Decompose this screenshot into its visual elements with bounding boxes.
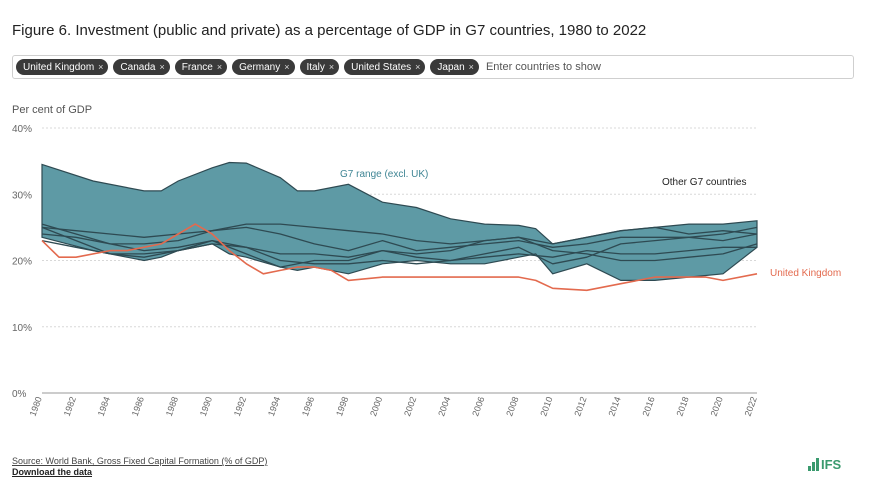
country-chip-label: United Kingdom [23, 61, 95, 73]
y-tick-label: 10% [12, 323, 32, 334]
others-annotation: Other G7 countries [662, 177, 746, 188]
country-chip[interactable]: United States × [344, 59, 426, 75]
country-chip-label: France [181, 61, 213, 73]
source-link[interactable]: Source: World Bank, Gross Fixed Capital … [12, 456, 268, 466]
country-chip[interactable]: Germany × [232, 59, 295, 75]
country-chip-label: United States [351, 61, 412, 73]
x-tick-label: 1986 [130, 395, 146, 417]
uk-series-line [41, 223, 758, 292]
x-tick-label: 1996 [300, 395, 316, 417]
g7-country-line [41, 223, 758, 262]
uk-annotation: United Kingdom [770, 268, 841, 279]
country-chip[interactable]: United Kingdom × [16, 59, 109, 75]
ifs-bars-icon [808, 458, 819, 471]
y-tick-label: 40% [12, 124, 32, 135]
x-tick-label: 1998 [334, 395, 350, 417]
y-axis-label: Per cent of GDP [12, 104, 93, 116]
remove-chip-icon[interactable]: × [98, 62, 104, 72]
x-tick-label: 2004 [436, 395, 452, 417]
x-tick-label: 1994 [266, 395, 282, 417]
ifs-logo-text: IFS [821, 457, 842, 472]
country-chip-label: Germany [239, 61, 281, 73]
country-chip-label: Japan [437, 61, 465, 73]
x-tick-label: 2006 [470, 395, 486, 417]
x-tick-label: 2012 [572, 395, 588, 417]
country-chip[interactable]: Japan × [430, 59, 479, 75]
x-tick-label: 2002 [402, 395, 418, 417]
x-tick-label: 1990 [198, 395, 214, 417]
remove-chip-icon[interactable]: × [159, 62, 165, 72]
x-tick-label: 1988 [164, 395, 180, 417]
x-tick-label: 2018 [675, 395, 691, 417]
x-tick-label: 2010 [538, 395, 554, 417]
country-chip[interactable]: Italy × [299, 59, 340, 75]
remove-chip-icon[interactable]: × [468, 62, 474, 72]
g7-country-line [41, 223, 758, 245]
x-tick-label: 2014 [606, 395, 622, 417]
download-data-link[interactable]: Download the data [12, 467, 93, 477]
x-tick-label: 1980 [28, 395, 44, 417]
x-tick-label: 2008 [504, 395, 520, 417]
country-filter[interactable]: United Kingdom × Canada × France × Germany × Ita… [12, 55, 854, 79]
remove-chip-icon[interactable]: × [328, 62, 335, 72]
country-search-input[interactable]: Enter countries to show [485, 61, 601, 73]
country-chip-label: Canada [120, 61, 156, 73]
x-tick-label: 2022 [743, 395, 759, 417]
x-tick-label: 1992 [232, 395, 248, 417]
y-tick-label: 20% [12, 257, 32, 268]
country-chip[interactable]: France × [174, 59, 228, 75]
remove-chip-icon[interactable]: × [415, 62, 421, 72]
x-tick-label: 2000 [368, 395, 384, 417]
x-tick-label: 2016 [640, 395, 656, 417]
remove-chip-icon[interactable]: × [216, 62, 223, 72]
g7-country-line [41, 226, 758, 265]
y-tick-label: 0% [12, 389, 27, 400]
y-tick-label: 30% [12, 190, 32, 201]
g7-country-line [41, 226, 758, 252]
band-annotation: G7 range (excl. UK) [340, 169, 428, 180]
country-chip-label: Italy [306, 61, 325, 73]
remove-chip-icon[interactable]: × [284, 62, 290, 72]
g7-country-line [41, 239, 757, 268]
x-tick-label: 1984 [96, 395, 112, 417]
ifs-logo: IFS [808, 458, 841, 471]
x-tick-label: 1982 [62, 395, 78, 417]
country-chip[interactable]: Canada × [113, 59, 170, 75]
x-tick-label: 2020 [709, 395, 725, 417]
chart-title: Figure 6. Investment (public and private… [12, 22, 647, 39]
